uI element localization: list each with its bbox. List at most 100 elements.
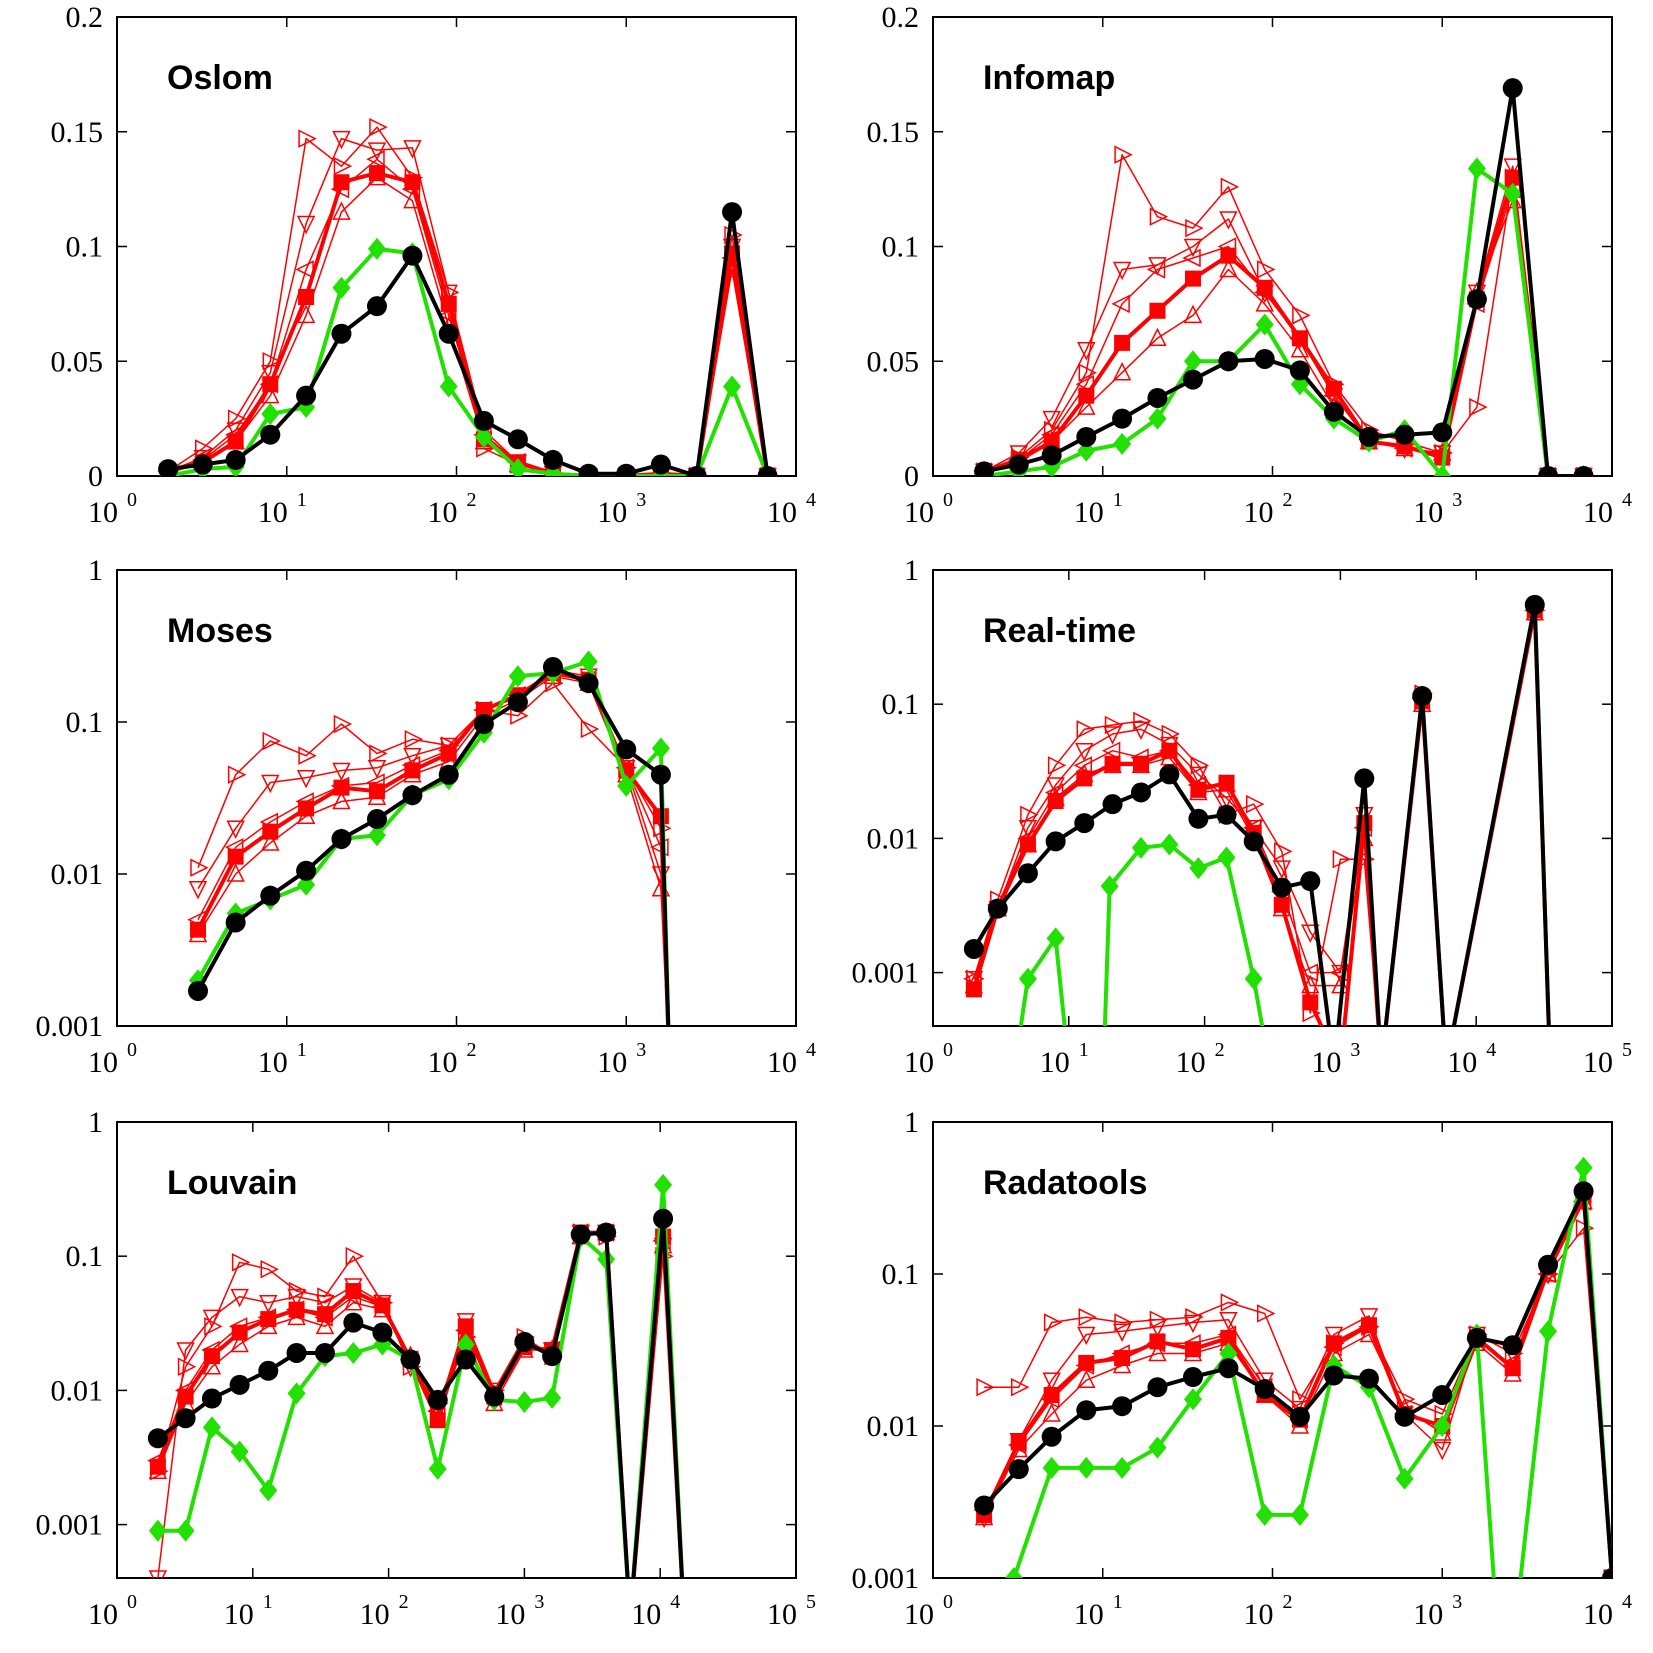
data-point-square [1076, 770, 1093, 787]
x-tick-label: 10 [258, 496, 288, 529]
data-point-circle [201, 1388, 222, 1409]
data-point-square [189, 921, 206, 938]
data-point-circle [1602, 1568, 1612, 1578]
panel-title: Infomap [983, 59, 1115, 97]
data-point-diamond [1433, 465, 1452, 476]
data-point-tri-left [1299, 963, 1319, 982]
series-line-green [196, 659, 671, 1026]
data-point-diamond [344, 1341, 363, 1364]
data-point-tri-right [369, 744, 388, 763]
data-point-square [1360, 1317, 1377, 1334]
x-tick-label: 10 [360, 1598, 390, 1631]
x-tick-exponent: 4 [806, 1039, 816, 1061]
data-point-circle [1130, 782, 1151, 803]
data-point-square [262, 376, 279, 393]
data-point-circle [1573, 466, 1594, 476]
data-point-square [203, 1348, 220, 1365]
data-point-diamond [1244, 967, 1263, 990]
data-point-circle [1243, 831, 1264, 852]
data-point-diamond [1004, 1567, 1023, 1578]
data-point-diamond [508, 665, 527, 688]
x-tick-exponent: 4 [1622, 1591, 1632, 1613]
data-point-diamond [1183, 350, 1202, 373]
data-point-tri-down [367, 760, 387, 779]
y-tick-label: 0.1 [66, 231, 104, 264]
data-point-square [1132, 755, 1149, 772]
data-point-tri-right [404, 730, 424, 749]
data-point-tri-right [1043, 1313, 1063, 1332]
data-point-tri-right [204, 1317, 223, 1336]
data-point-tri-right [1076, 720, 1095, 739]
data-point-tri-down [1189, 766, 1208, 786]
y-tick-label: 0.01 [867, 822, 920, 855]
data-point-tri-right [298, 129, 317, 148]
x-tick-exponent: 0 [127, 1591, 137, 1613]
data-point-square [1161, 742, 1178, 759]
x-tick-label: 10 [1311, 1046, 1341, 1079]
y-tick-label: 1 [904, 554, 919, 587]
y-tick-label: 0.2 [66, 1, 104, 34]
y-tick-label: 0.001 [36, 1509, 104, 1542]
data-point-tri-down [287, 1288, 306, 1308]
data-point-circle [1112, 408, 1133, 429]
data-point-tri-right [1149, 207, 1169, 226]
data-point-tri-right [227, 765, 247, 784]
data-point-tri-down [367, 142, 387, 161]
series-line-red-thin [157, 1231, 683, 1578]
data-point-square [333, 174, 350, 191]
data-point-diamond [1290, 1503, 1309, 1526]
data-point-tri-down [230, 1288, 249, 1308]
data-point-square [1078, 387, 1095, 404]
data-point-circle [1045, 831, 1066, 852]
data-point-tri-down [1359, 1308, 1379, 1327]
panel-title: Oslom [167, 59, 273, 97]
data-point-tri-up [261, 832, 280, 851]
data-point-square [1114, 334, 1131, 351]
data-point-diamond [474, 425, 493, 448]
data-point-circle [1188, 808, 1209, 829]
data-point-tri-right [1114, 145, 1133, 164]
data-point-square [177, 1388, 194, 1405]
data-point-tri-down [1018, 820, 1038, 839]
data-point-circle [260, 885, 281, 906]
data-point-diamond [261, 403, 280, 426]
data-point-tri-down [1148, 1318, 1167, 1338]
x-tick-exponent: 1 [297, 489, 307, 511]
data-point-diamond [1503, 182, 1522, 205]
data-point-tri-right [260, 1259, 279, 1279]
data-point-circle [542, 657, 563, 678]
data-point-diamond [1539, 1320, 1558, 1343]
data-point-square [965, 981, 982, 998]
data-point-tri-left [1111, 294, 1130, 314]
data-point-circle [175, 1408, 196, 1429]
data-point-square [262, 823, 279, 840]
panel-2: 10 0 10 1 10 2 10 3 10 4 0.001 0.01 0.1 1 Moses [36, 554, 817, 1079]
x-tick-exponent: 0 [943, 1039, 953, 1061]
data-point-tri-down [1042, 1372, 1061, 1391]
data-point-tri-down [1272, 860, 1291, 879]
x-tick-exponent: 1 [1113, 489, 1123, 511]
data-point-circle [343, 1312, 364, 1333]
data-point-tri-right [1104, 715, 1124, 735]
data-point-tri-up [296, 304, 316, 324]
data-point-tri-up [1148, 1342, 1167, 1362]
data-point-tri-up [1219, 258, 1238, 278]
plot-frame [116, 1121, 797, 1579]
x-tick-label: 10 [1447, 1046, 1477, 1079]
data-point-circle [402, 785, 423, 806]
data-point-circle [1358, 1368, 1379, 1389]
data-point-square [1220, 247, 1237, 264]
data-point-tri-right [1256, 1304, 1276, 1323]
x-tick-label: 10 [767, 496, 797, 529]
data-point-tri-left [1146, 260, 1166, 279]
data-point-tri-down [259, 1294, 278, 1314]
x-tick-label: 10 [224, 1598, 254, 1631]
data-point-diamond [1183, 1388, 1202, 1411]
data-point-tri-right [369, 117, 388, 137]
data-point-diamond [1042, 1456, 1061, 1479]
data-point-tri-right [1332, 849, 1352, 869]
x-tick-label: 10 [631, 1598, 661, 1631]
data-point-tri-down [1042, 410, 1061, 430]
data-point-diamond [456, 1333, 475, 1356]
data-point-tri-right [231, 1253, 251, 1272]
